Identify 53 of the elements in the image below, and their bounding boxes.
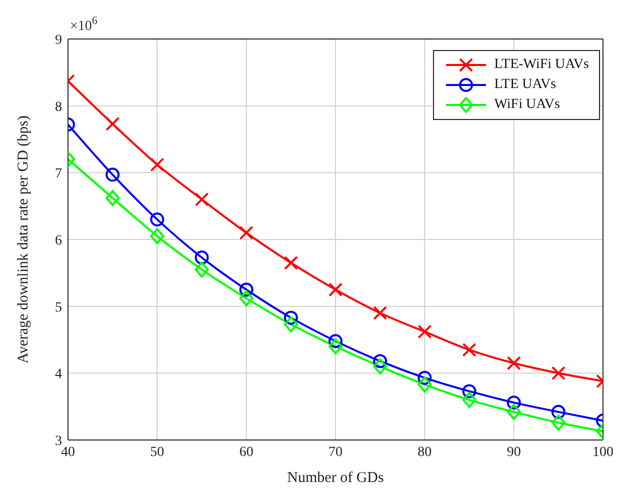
legend-label: LTE-WiFi UAVs: [494, 56, 589, 74]
x-tick-label: 50: [150, 444, 164, 460]
x-tick-label: 60: [239, 444, 254, 460]
point: [551, 414, 566, 431]
point: [239, 290, 254, 306]
point: [418, 376, 432, 393]
point: [150, 158, 164, 172]
point: [106, 168, 120, 182]
point: [194, 192, 209, 206]
point: [194, 250, 209, 265]
point: [506, 396, 521, 410]
point: [506, 404, 521, 420]
point: [150, 212, 164, 226]
point: [194, 262, 209, 278]
x-axis-title: Number of GDs: [287, 470, 384, 486]
point: [418, 370, 432, 385]
y-tick-label: 3: [55, 434, 62, 449]
point: [106, 190, 120, 206]
point: [284, 310, 298, 325]
point: [284, 316, 298, 332]
x-tick-label: 80: [418, 444, 432, 460]
x-tick-label: 70: [328, 444, 342, 460]
legend-label: WiFi UAVs: [494, 96, 560, 114]
x-tick-label: 40: [61, 444, 75, 460]
point: [506, 356, 521, 370]
x-tick-label: 90: [506, 444, 521, 460]
y-tick-label: 4: [55, 367, 62, 382]
point: [373, 354, 388, 368]
y-axis-title: Average downlink data rate per GD (bps): [15, 116, 32, 364]
point: [418, 324, 432, 339]
point: [373, 358, 388, 374]
point: [328, 282, 342, 297]
point: [284, 256, 298, 270]
point: [328, 334, 342, 348]
point: [239, 282, 254, 297]
point: [462, 384, 476, 398]
point: [462, 392, 476, 408]
x-tick-label: 100: [592, 444, 614, 460]
point: [551, 366, 566, 380]
y-tick-label: 5: [55, 300, 62, 316]
text: ×10$^{6}$: [70, 15, 98, 34]
point: [373, 306, 388, 320]
point: [106, 116, 120, 131]
point: [462, 342, 476, 357]
y-tick-label: 9: [55, 32, 62, 48]
y-tick-label: 7: [55, 166, 62, 182]
legend-label: LTE UAVs: [494, 76, 556, 94]
point: [551, 404, 566, 419]
y-tick-label: 8: [55, 100, 62, 115]
point: [328, 338, 342, 354]
point: [239, 226, 254, 240]
point: [150, 228, 164, 244]
y-tick-label: 6: [55, 233, 62, 248]
